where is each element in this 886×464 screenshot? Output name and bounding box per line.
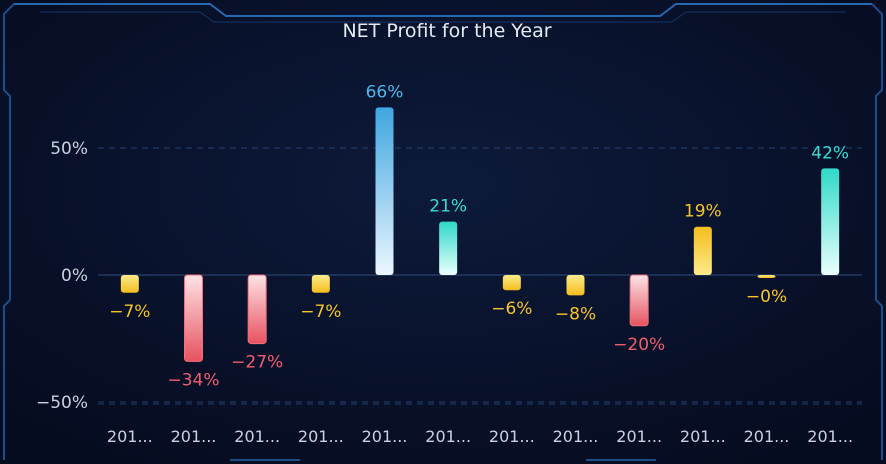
y-tick-label: 0% (61, 266, 88, 286)
x-tick-label: 201... (680, 427, 726, 446)
data-label: 21% (429, 197, 467, 217)
data-label: −7% (109, 302, 150, 322)
data-label: −34% (167, 370, 219, 390)
bar[interactable] (566, 275, 585, 296)
bar[interactable] (693, 226, 712, 275)
x-tick-label: 201... (171, 427, 217, 446)
data-label: 66% (366, 82, 404, 102)
bar[interactable] (120, 275, 139, 293)
y-axis: 50% 0% −50% (36, 139, 88, 413)
x-tick-label: 201... (807, 427, 853, 446)
data-label: −7% (300, 302, 341, 322)
data-label: −8% (555, 304, 596, 324)
chart-title: NET Profit for the Year (342, 20, 551, 42)
data-labels: −7% −34% −27% −7% 66% 21% −6% −8% −20% 19% −0% 42% (109, 82, 849, 390)
data-label: −6% (491, 299, 532, 319)
bar[interactable] (184, 274, 203, 362)
x-tick-label: 201... (489, 427, 535, 446)
y-tick-label: 50% (50, 139, 88, 159)
bar[interactable] (247, 274, 267, 345)
data-label: −0% (746, 287, 787, 307)
data-label: 42% (811, 143, 849, 163)
grid-lines (98, 147, 862, 405)
x-tick-label: 201... (425, 427, 471, 446)
x-tick-label: 201... (298, 427, 344, 446)
x-axis: 201... 201... 201... 201... 201... 201... 201.… (107, 427, 853, 446)
data-label: −27% (231, 353, 283, 373)
bar[interactable] (629, 274, 649, 327)
x-tick-label: 201... (362, 427, 408, 446)
x-tick-label: 201... (234, 427, 280, 446)
x-tick-label: 201... (616, 427, 662, 446)
data-label: 19% (684, 202, 722, 222)
bar[interactable] (821, 168, 840, 275)
data-label: −20% (613, 335, 665, 355)
bars (120, 107, 840, 362)
bar[interactable] (311, 275, 330, 293)
bar[interactable] (502, 275, 521, 291)
bar[interactable] (439, 221, 458, 275)
x-tick-label: 201... (553, 427, 599, 446)
x-tick-label: 201... (744, 427, 790, 446)
x-tick-label: 201... (107, 427, 153, 446)
bar[interactable] (757, 275, 776, 278)
bar[interactable] (375, 107, 394, 275)
y-tick-label: −50% (36, 393, 88, 413)
